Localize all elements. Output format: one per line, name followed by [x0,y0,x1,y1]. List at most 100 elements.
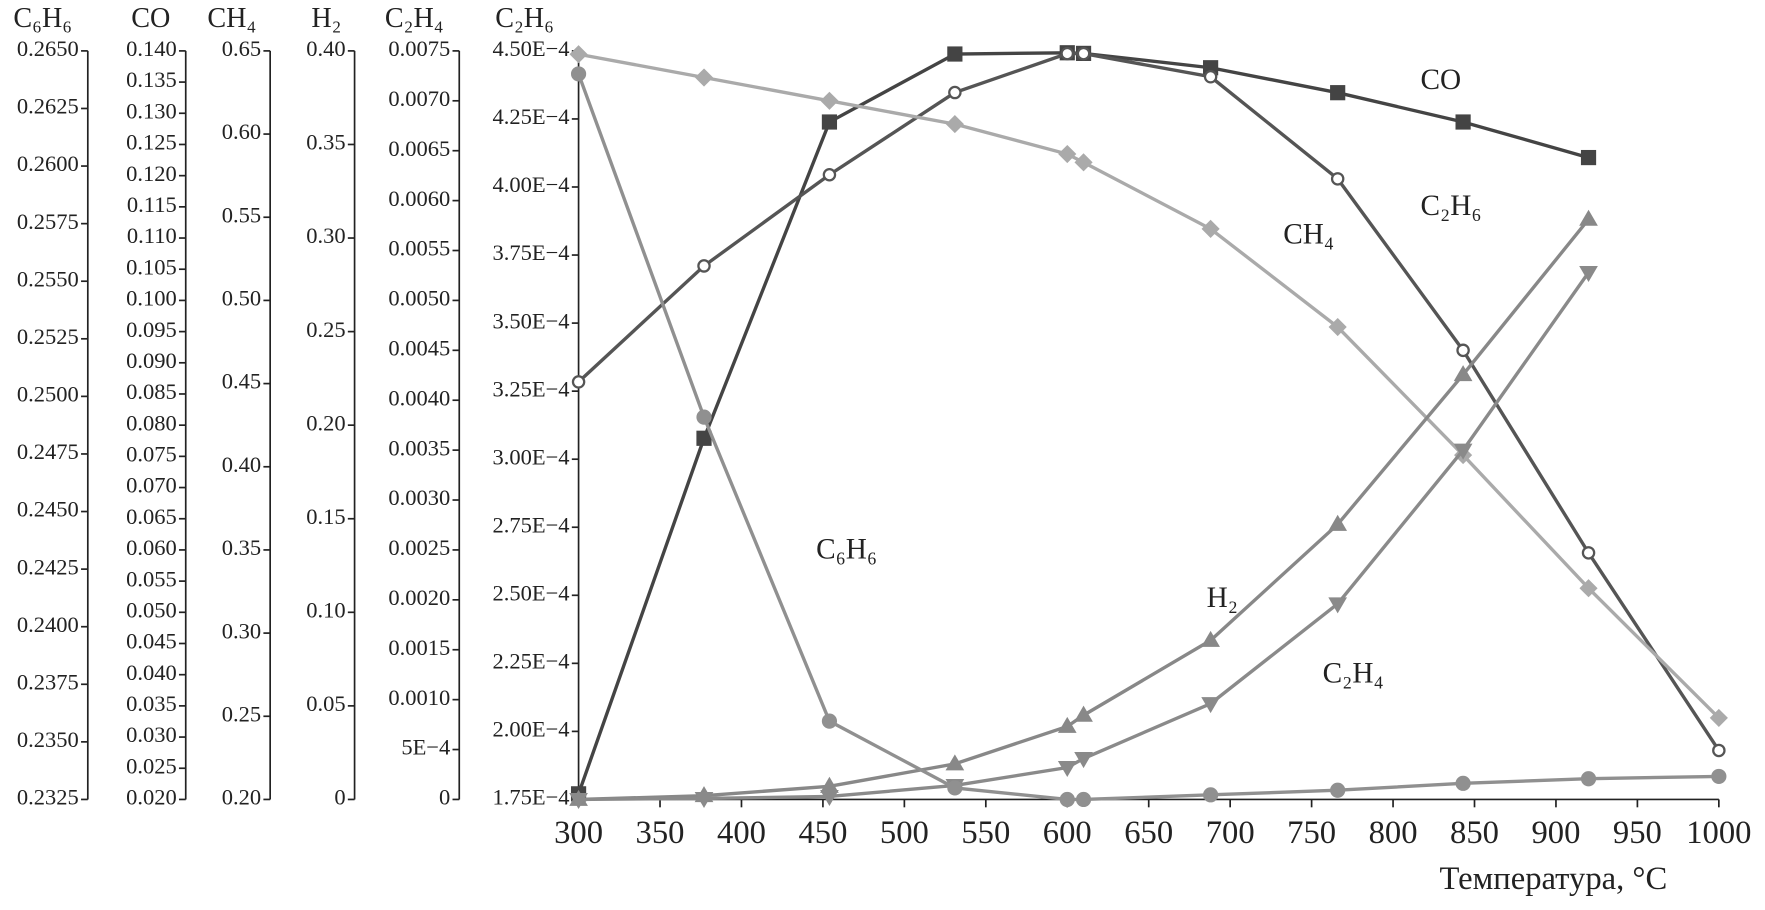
y-tick-label: 0.30 [306,223,345,248]
marker [1330,782,1346,798]
y-tick-label: 0.15 [306,504,345,529]
y-tick-label: 0.080 [126,410,177,435]
marker [1579,579,1598,598]
marker [820,91,839,110]
y-tick-label: 0.0065 [388,136,450,161]
marker [571,375,586,389]
x-tick-label: 650 [1124,815,1173,851]
marker [1203,70,1218,84]
y-tick-label: 0.125 [126,130,177,155]
series-label: CH₄ [1283,218,1334,250]
y-tick-label: 0.030 [126,722,177,747]
y-tick-label: 0.0055 [388,236,450,261]
y-tick-label: 0.20 [306,410,345,435]
y-tick-label: 0.130 [126,98,177,123]
marker [1579,209,1598,226]
marker [1057,761,1077,778]
marker [696,409,712,425]
y-tick-label: 0.25 [306,317,345,342]
y-tick-label: 0.0050 [388,286,450,311]
marker [1058,144,1077,164]
y-tick-label: 0.0025 [388,535,450,560]
y-tick-label: 2.50E−4 [493,580,570,605]
y-tick-label: 0.115 [127,192,177,217]
y-tick-label: 0.50 [222,286,261,311]
series-label: CO [1421,64,1462,96]
y-tick-label: 0.35 [222,535,261,560]
x-tick-label: 950 [1613,815,1662,851]
marker [1060,46,1075,61]
y-axis-title: C₂H₄ [385,3,444,34]
y-tick-label: 0.2400 [17,612,79,637]
marker [1201,697,1220,714]
y-tick-label: 0.2475 [17,439,79,464]
marker [694,68,714,87]
y-tick-label: 0.05 [306,691,345,716]
y-tick-label: 4.50E−4 [493,36,570,61]
y-axis-title: C₂H₆ [495,3,554,34]
x-tick-label: 600 [1043,815,1092,851]
y-tick-label: 0 [439,785,450,810]
y-tick-label: 0.0015 [388,635,450,660]
marker [1453,365,1473,382]
marker [945,115,964,134]
y-tick-label: 4.25E−4 [493,104,570,129]
series-line [578,52,1721,720]
y-tick-label: 0.0040 [388,385,450,410]
marker [1455,775,1471,791]
marker [1203,787,1219,803]
marker [1074,153,1093,172]
marker [1328,317,1347,337]
y-tick-label: 0.140 [126,36,177,61]
y-tick-label: 0.2525 [17,324,79,349]
marker [1330,85,1346,101]
marker [1330,172,1345,186]
y-tick-label: 0.105 [126,254,177,279]
marker [1074,705,1093,722]
y-tick-label: 3.25E−4 [493,376,570,401]
y-tick-label: 0.2325 [17,785,79,810]
marker [820,789,839,807]
y-tick-label: 0.2500 [17,382,79,407]
y-tick-label: 0.20 [222,785,261,810]
y-tick-label: 0.2575 [17,209,79,234]
marker [945,754,965,771]
x-tick-label: 1000 [1686,815,1751,851]
y-tick-label: 0.110 [127,223,177,248]
y-tick-label: 0.050 [126,597,177,622]
x-axis-title: Температура, °C [1439,861,1667,897]
marker [1201,630,1220,647]
y-tick-label: 0.65 [222,36,261,61]
y-tick-label: 0.2375 [17,669,79,694]
y-tick-label: 0.2350 [17,727,79,752]
marker [1453,443,1473,460]
marker [1076,46,1091,61]
y-tick-label: 0.020 [126,785,177,810]
marker [1455,114,1471,130]
y-tick-label: 0.0070 [388,86,450,111]
series-line [577,51,1721,752]
y-tick-label: 0.0060 [388,186,450,211]
x-tick-label: 400 [717,815,766,851]
y-axis-title: CO [131,3,170,34]
y-tick-label: 0.25 [222,701,261,726]
y-tick-label: 0.2650 [17,36,79,61]
marker [569,792,588,810]
marker [570,66,587,82]
y-axis-title: H₂ [311,3,341,34]
marker [1201,219,1220,238]
y-tick-label: 0.55 [222,202,261,227]
marker [1709,708,1728,728]
y-tick-label: 0.0020 [388,585,450,610]
y-tick-label: 0.055 [126,566,177,591]
y-tick-label: 0 [334,785,345,810]
y-tick-label: 0.40 [306,36,345,61]
y-tick-label: 0.60 [222,119,261,144]
x-tick-label: 300 [554,815,603,851]
x-tick-label: 900 [1531,815,1580,851]
y-tick-label: 0.040 [126,660,177,685]
series-label: C₂H₄ [1323,657,1384,689]
y-tick-label: 4.00E−4 [493,172,570,197]
